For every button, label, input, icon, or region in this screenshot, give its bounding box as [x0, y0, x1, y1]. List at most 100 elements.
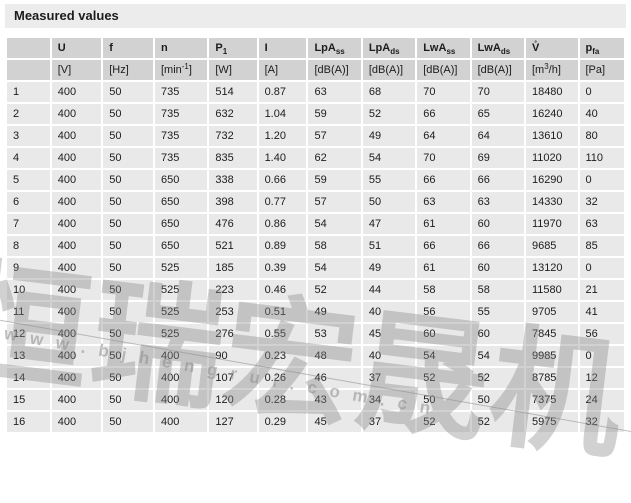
table-row: 13 400 50 400 90 0.23 48 40 54 54 9985 0	[7, 346, 624, 366]
value-cell: 66	[417, 236, 470, 256]
value-cell: 52	[362, 104, 416, 124]
column-unit-header: [V]	[51, 60, 102, 80]
value-cell: 1.20	[258, 126, 307, 146]
value-cell: 40	[362, 346, 416, 366]
row-number-cell: 15	[7, 390, 50, 410]
value-cell: 0.55	[258, 324, 307, 344]
value-cell: 400	[51, 148, 102, 168]
value-cell: 120	[209, 390, 257, 410]
column-symbol-header: P1	[209, 38, 257, 58]
table-row: 7 400 50 650 476 0.86 54 47 61 60 11970 63	[7, 214, 624, 234]
value-cell: 13120	[525, 258, 578, 278]
column-symbol-header: V̊	[525, 38, 578, 58]
row-number-cell: 1	[7, 82, 50, 102]
column-unit-header: [min-1]	[154, 60, 208, 80]
value-cell: 70	[417, 82, 470, 102]
value-cell: 400	[51, 324, 102, 344]
value-cell: 65	[471, 104, 524, 124]
value-cell: 50	[103, 214, 153, 234]
value-cell: 400	[51, 390, 102, 410]
value-cell: 400	[51, 280, 102, 300]
value-cell: 52	[308, 280, 361, 300]
value-cell: 60	[471, 324, 524, 344]
value-cell: 525	[154, 280, 208, 300]
value-cell: 0	[579, 258, 624, 278]
value-cell: 5975	[525, 412, 578, 432]
value-cell: 0.86	[258, 214, 307, 234]
value-cell: 50	[103, 412, 153, 432]
value-cell: 49	[362, 126, 416, 146]
value-cell: 41	[579, 302, 624, 322]
value-cell: 525	[154, 324, 208, 344]
row-number-cell: 2	[7, 104, 50, 124]
table-row: 16 400 50 400 127 0.29 45 37 52 52 5975 32	[7, 412, 624, 432]
row-number-cell: 16	[7, 412, 50, 432]
value-cell: 69	[471, 148, 524, 168]
table-row: 4 400 50 735 835 1.40 62 54 70 69 11020 110	[7, 148, 624, 168]
value-cell: 55	[471, 302, 524, 322]
value-cell: 110	[579, 148, 624, 168]
value-cell: 57	[308, 192, 361, 212]
value-cell: 0	[579, 82, 624, 102]
value-cell: 52	[417, 368, 470, 388]
value-cell: 57	[308, 126, 361, 146]
table-row: 11 400 50 525 253 0.51 49 40 56 55 9705 41	[7, 302, 624, 322]
value-cell: 52	[417, 412, 470, 432]
value-cell: 521	[209, 236, 257, 256]
value-cell: 127	[209, 412, 257, 432]
value-cell: 63	[308, 82, 361, 102]
row-number-cell: 4	[7, 148, 50, 168]
column-unit-header: [Hz]	[103, 60, 153, 80]
table-row: 5 400 50 650 338 0.66 59 55 66 66 16290 0	[7, 170, 624, 190]
value-cell: 400	[154, 346, 208, 366]
value-cell: 398	[209, 192, 257, 212]
value-cell: 185	[209, 258, 257, 278]
value-cell: 54	[308, 214, 361, 234]
header-unit-row: [V] [Hz] [min-1] [W] [A] [dB(A)] [dB(A)] [dB(A)…	[7, 60, 624, 80]
value-cell: 0.51	[258, 302, 307, 322]
value-cell: 32	[579, 412, 624, 432]
row-number-cell: 6	[7, 192, 50, 212]
value-cell: 54	[417, 346, 470, 366]
row-number-cell: 8	[7, 236, 50, 256]
column-unit-header: [m3/h]	[525, 60, 578, 80]
value-cell: 400	[51, 170, 102, 190]
value-cell: 400	[51, 412, 102, 432]
value-cell: 80	[579, 126, 624, 146]
value-cell: 55	[362, 170, 416, 190]
value-cell: 60	[417, 324, 470, 344]
value-cell: 44	[362, 280, 416, 300]
column-unit-header: [dB(A)]	[417, 60, 470, 80]
value-cell: 58	[471, 280, 524, 300]
value-cell: 49	[362, 258, 416, 278]
value-cell: 735	[154, 148, 208, 168]
value-cell: 53	[308, 324, 361, 344]
value-cell: 1.04	[258, 104, 307, 124]
row-number-cell: 3	[7, 126, 50, 146]
value-cell: 46	[308, 368, 361, 388]
value-cell: 56	[417, 302, 470, 322]
value-cell: 50	[103, 82, 153, 102]
value-cell: 16240	[525, 104, 578, 124]
column-symbol-header: U	[51, 38, 102, 58]
value-cell: 7375	[525, 390, 578, 410]
value-cell: 50	[103, 280, 153, 300]
row-number-cell: 11	[7, 302, 50, 322]
value-cell: 45	[308, 412, 361, 432]
column-unit-header: [dB(A)]	[471, 60, 524, 80]
value-cell: 60	[471, 258, 524, 278]
value-cell: 58	[308, 236, 361, 256]
value-cell: 66	[417, 104, 470, 124]
row-number-cell: 13	[7, 346, 50, 366]
value-cell: 50	[103, 236, 153, 256]
value-cell: 50	[103, 170, 153, 190]
value-cell: 1.40	[258, 148, 307, 168]
table-row: 12 400 50 525 276 0.55 53 45 60 60 7845 56	[7, 324, 624, 344]
value-cell: 11020	[525, 148, 578, 168]
value-cell: 49	[308, 302, 361, 322]
column-unit-header: [dB(A)]	[362, 60, 416, 80]
value-cell: 52	[471, 368, 524, 388]
value-cell: 54	[362, 148, 416, 168]
value-cell: 400	[51, 82, 102, 102]
